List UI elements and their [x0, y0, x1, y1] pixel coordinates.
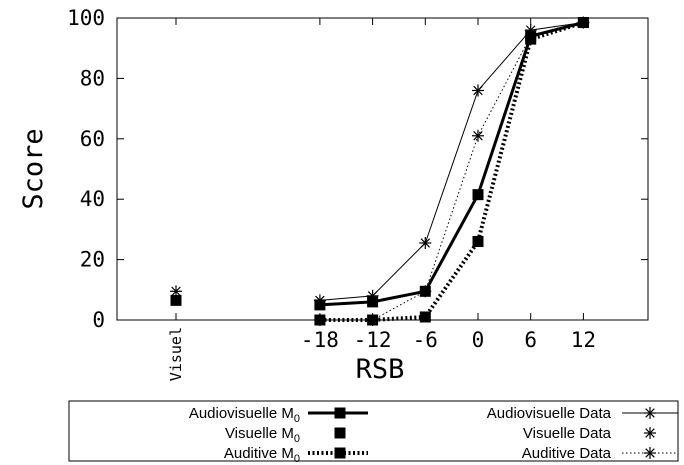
y-tick-label: 80: [80, 66, 105, 90]
x-tick-label: -6: [413, 328, 438, 352]
star-marker: [644, 407, 656, 419]
star-marker: [419, 285, 432, 298]
legend-label: Visuelle Data: [523, 425, 612, 442]
legend-label-subscript: 0: [294, 433, 300, 445]
axis-ticks: 0 20 40 60 80 100 Visuel -18 -12 -6 0 6 12: [67, 6, 648, 381]
star-marker: [644, 427, 656, 439]
square-marker: [367, 296, 379, 308]
square-marker: [419, 311, 431, 323]
square-marker: [472, 189, 484, 201]
star-marker: [644, 447, 656, 459]
square-marker: [170, 294, 182, 306]
x-tick-label: 6: [524, 328, 537, 352]
y-tick-label: 100: [67, 6, 105, 30]
series-line: [319, 21, 584, 307]
legend-label: Auditive Data: [522, 445, 612, 462]
star-marker: [313, 314, 326, 326]
legend-label-subscript: 0: [294, 453, 300, 465]
plot-frame: [116, 17, 649, 321]
x-tick-label: -18: [301, 328, 339, 352]
star-marker: [366, 289, 379, 302]
series-line: [319, 22, 584, 301]
legend-box: [68, 400, 679, 462]
star-marker: [419, 236, 432, 249]
square-marker: [334, 407, 346, 419]
star-marker: [366, 314, 379, 326]
x-tick-label: -12: [354, 328, 392, 352]
legend-label-text: Visuelle M: [225, 425, 294, 442]
series-line: [319, 20, 585, 322]
legend-label: Auditive M0: [224, 445, 300, 465]
legend-label-subscript: 0: [294, 413, 300, 425]
x-tick-label: 12: [571, 328, 596, 352]
x-tick-label: Visuel: [167, 327, 185, 381]
y-tick-label: 0: [92, 308, 105, 332]
square-marker: [472, 235, 484, 247]
series-markers: [170, 16, 590, 326]
legend-label-text: Auditive M: [224, 445, 294, 462]
star-marker: [313, 294, 326, 307]
star-marker: [472, 84, 484, 97]
legend-label: Audiovisuelle Data: [487, 405, 612, 422]
y-tick-label: 40: [80, 187, 105, 211]
square-marker: [334, 427, 346, 439]
series-line: [319, 22, 584, 321]
series-lines: [319, 20, 585, 322]
x-axis-label: RSB: [356, 354, 405, 385]
y-tick-label: 20: [80, 248, 105, 272]
star-marker: [524, 30, 537, 43]
star-marker: [170, 285, 182, 298]
y-tick-label: 60: [80, 127, 105, 151]
legend-label: Audiovisuelle M0: [189, 405, 300, 425]
square-marker: [334, 447, 346, 459]
x-tick-label: 0: [472, 328, 485, 352]
star-marker: [577, 16, 590, 29]
legend-label-text: Audiovisuelle M: [189, 405, 294, 422]
star-marker: [472, 129, 484, 142]
y-axis-label: Score: [18, 128, 49, 209]
legend-label: Visuelle M0: [225, 425, 300, 445]
